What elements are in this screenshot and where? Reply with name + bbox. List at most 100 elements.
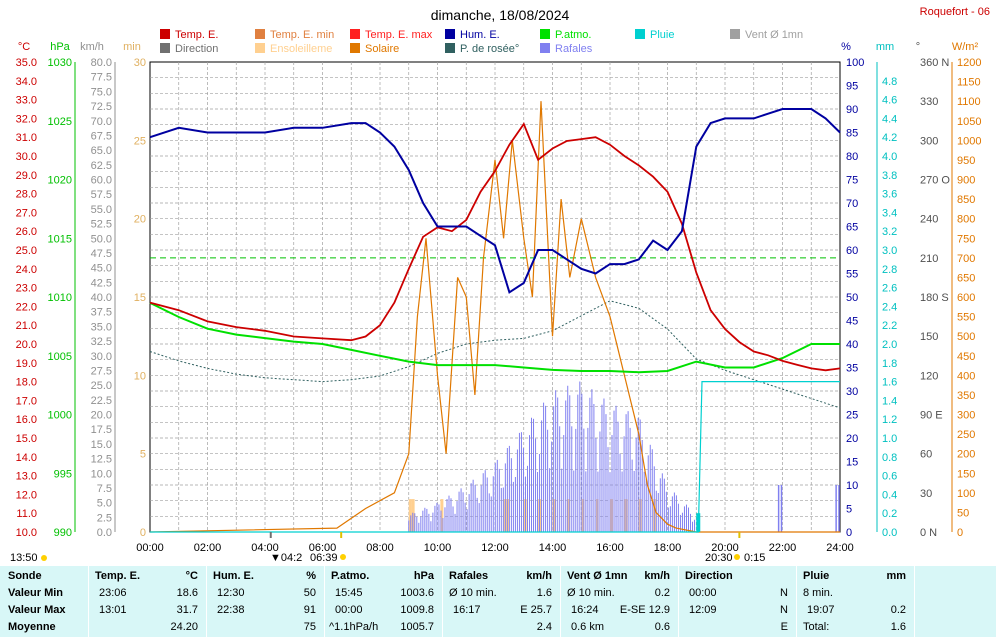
- tick-label: 1.2: [882, 414, 897, 426]
- tick-label: 80: [846, 151, 858, 163]
- tick-label: 5: [846, 504, 852, 516]
- x-tick-label: 08:00: [366, 542, 394, 554]
- tick-label: 70: [846, 198, 858, 210]
- hdr-dir: Direction: [685, 570, 733, 582]
- tick-label: 4.6: [882, 95, 897, 107]
- tick-label: 55: [846, 269, 858, 281]
- tick-label: 1100: [957, 96, 981, 108]
- x-tick-label: 10:00: [424, 542, 452, 554]
- rain-max: 0.2: [890, 604, 906, 616]
- tick-label: 42.5: [91, 277, 112, 289]
- plot-area: [149, 61, 841, 533]
- x-tick-label: 22:00: [769, 542, 797, 554]
- axis-x: 00:00 02:00 04:00 06:00 08:00 10:00 12:00 14:00…: [136, 542, 854, 554]
- tick-label: 1.8: [882, 358, 897, 370]
- dir-min: N: [780, 587, 788, 599]
- tick-label: 22.5: [91, 395, 112, 407]
- tick-label: 20: [134, 214, 146, 226]
- press-max: 1009.8: [400, 604, 434, 616]
- tick-label: 800: [957, 214, 975, 226]
- tick-label: 30: [920, 488, 932, 500]
- tick-label: 15.0: [16, 433, 37, 445]
- hdr-wind: Vent Ø 1mn: [567, 570, 628, 582]
- legend-swatch: [350, 29, 360, 39]
- tick-label: 29.0: [16, 170, 37, 182]
- legend-swatch: [730, 29, 740, 39]
- tick-label: 70.0: [91, 116, 112, 128]
- temp-min: 18.6: [176, 587, 198, 599]
- legend-swatch: [160, 43, 170, 53]
- tick-label: 120: [920, 370, 938, 382]
- statistics-table: Sonde Valeur Min Valeur Max Moyenne Temp…: [0, 566, 996, 637]
- press-min-time: 15:45: [335, 587, 363, 599]
- hum-min: 50: [303, 587, 316, 599]
- weather-chart: dimanche, 18/08/2024 Roquefort - 06 Temp…: [10, 6, 990, 564]
- wind-min: 0.2: [654, 587, 670, 599]
- tick-label: 300: [957, 410, 975, 422]
- rain-duration: 8 min.: [803, 587, 833, 599]
- legend-label: Hum. E.: [460, 29, 500, 41]
- hum-max: 91: [303, 604, 316, 616]
- rain-total-label: Total:: [803, 621, 830, 633]
- label-max: Valeur Max: [8, 604, 66, 616]
- tick-label: 75: [846, 175, 858, 187]
- tick-label: 10.0: [16, 527, 37, 539]
- x-tick-label: 04:00: [251, 542, 279, 554]
- sunshine-bar: [566, 499, 570, 532]
- marker-sunset: 20:30: [705, 552, 733, 564]
- x-tick-label: 00:00: [136, 542, 164, 554]
- tick-label: 17.0: [16, 395, 37, 407]
- tick-label: 1020: [48, 175, 72, 187]
- tick-label: 22.0: [16, 301, 37, 313]
- tick-label: 995: [54, 468, 72, 480]
- tick-label: 5: [140, 449, 146, 461]
- dir-max-time: 12:09: [689, 604, 717, 616]
- legend-swatch: [445, 29, 455, 39]
- axis-rain: 0.0 0.2 0.4 0.6 0.8 1.0 1.2 1.4 1.6 1.8 2.0 2.2 2.4 2…: [882, 76, 897, 539]
- tick-label: 12.0: [16, 489, 37, 501]
- unit-rain: mm: [876, 41, 894, 53]
- tick-label: 2.8: [882, 264, 897, 276]
- tick-label: 31.0: [16, 132, 37, 144]
- unit-wind: km/h: [80, 41, 104, 53]
- rain-total: 1.6: [890, 621, 906, 633]
- tick-label: 20.0: [91, 410, 112, 422]
- tick-label: 10: [134, 370, 146, 382]
- axis-unit-labels: °C hPa km/h min% mm ° W/m²: [18, 41, 979, 53]
- hdr-sonde: Sonde: [8, 570, 42, 582]
- tick-label: 35.0: [16, 57, 37, 69]
- press-min: 1003.6: [400, 587, 434, 599]
- tick-label: 28.0: [16, 189, 37, 201]
- legend-swatch: [255, 29, 265, 39]
- hum-max-time: 22:38: [217, 604, 245, 616]
- tick-label: 55.0: [91, 204, 112, 216]
- tick-label: 750: [957, 233, 975, 245]
- temp-avg: 24.20: [170, 621, 198, 633]
- hdr-wind-unit: km/h: [644, 570, 670, 582]
- tick-label: 60: [846, 245, 858, 257]
- tick-label: 1025: [48, 116, 72, 128]
- press-trend: ^1.1hPa/h: [329, 621, 379, 633]
- tick-label: 300: [920, 135, 938, 147]
- tick-label: 4.2: [882, 132, 897, 144]
- tick-label: 1000: [48, 410, 72, 422]
- tick-label: 4.8: [882, 76, 897, 88]
- tick-label: 50.0: [91, 233, 112, 245]
- tick-label: 900: [957, 175, 975, 187]
- tick-label: 600: [957, 292, 975, 304]
- tick-label: 150: [957, 468, 975, 480]
- tick-label: 4.4: [882, 113, 897, 125]
- x-tick-label: 18:00: [654, 542, 682, 554]
- tick-label: 52.5: [91, 219, 112, 231]
- hdr-temp: Temp. E.: [95, 570, 141, 582]
- tick-label: 990: [54, 527, 72, 539]
- tick-label: 25: [846, 410, 858, 422]
- rain-bar: [696, 513, 701, 532]
- marker-moonrise: ▼04:2: [270, 552, 302, 564]
- tick-label: 95: [846, 81, 858, 93]
- legend-label: P.atmo.: [555, 29, 592, 41]
- sunrise-icon: [340, 554, 346, 560]
- tick-label: 85: [846, 128, 858, 140]
- stats-col-press: P.atmo. hPa 15:45 1003.6 00:00 1009.8 ^1.1h…: [325, 566, 442, 637]
- tick-label: 13.0: [16, 471, 37, 483]
